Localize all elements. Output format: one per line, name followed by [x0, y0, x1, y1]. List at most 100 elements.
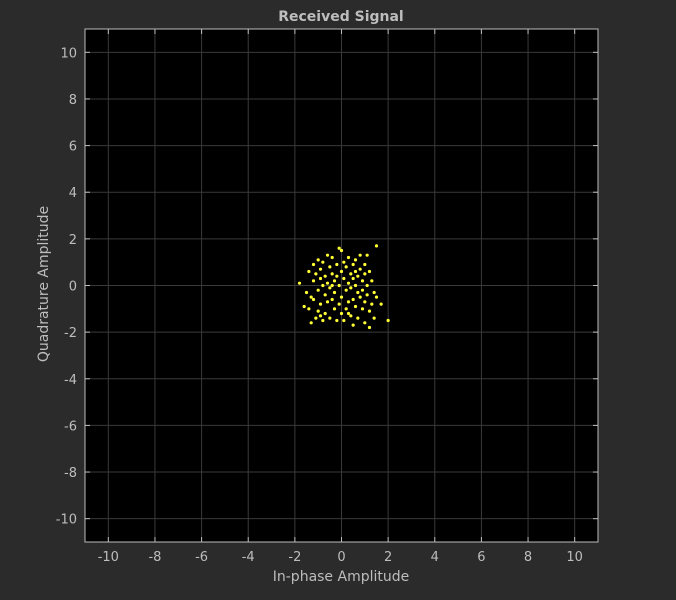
data-point	[332, 307, 337, 311]
data-point	[353, 258, 358, 262]
data-point	[323, 311, 327, 316]
data-point	[353, 269, 358, 274]
data-point	[360, 288, 365, 292]
data-point	[353, 304, 358, 309]
y-tick-label: -8	[64, 466, 77, 481]
data-point	[309, 295, 313, 299]
data-point	[360, 307, 365, 311]
data-point	[335, 318, 339, 323]
data-point	[332, 279, 337, 283]
data-point	[318, 276, 323, 281]
x-tick-label: -6	[195, 550, 208, 565]
x-tick-label: -10	[98, 550, 119, 565]
data-point	[328, 316, 332, 320]
data-point	[318, 302, 323, 306]
data-point	[356, 274, 360, 278]
data-point	[365, 283, 369, 288]
data-point	[346, 311, 351, 316]
data-point	[339, 295, 344, 299]
data-point	[346, 300, 351, 304]
data-point	[337, 302, 341, 306]
y-tick-label: -2	[64, 326, 77, 341]
data-point	[351, 297, 355, 302]
x-axis-label: In-phase Amplitude	[273, 569, 410, 585]
data-point	[363, 300, 367, 304]
data-point	[307, 307, 311, 311]
data-point	[353, 283, 358, 288]
data-point	[344, 288, 348, 292]
y-tick-label: 8	[69, 93, 77, 108]
data-point	[344, 265, 348, 269]
grid	[85, 29, 598, 542]
data-point	[372, 316, 376, 320]
data-point	[328, 286, 332, 290]
data-point	[365, 253, 369, 257]
x-tick-label: -8	[148, 550, 161, 565]
x-tick-label: 8	[524, 550, 532, 565]
data-point	[349, 314, 353, 318]
data-point	[316, 258, 320, 262]
data-point	[335, 262, 339, 267]
x-tick-label: 0	[337, 550, 345, 565]
data-point	[358, 267, 362, 271]
data-point	[304, 290, 309, 295]
data-point	[374, 295, 379, 299]
x-tick-label: -2	[288, 550, 301, 565]
y-tick-label: 10	[60, 46, 77, 61]
data-point	[339, 269, 344, 274]
data-point	[339, 248, 344, 253]
x-tick-label: -4	[242, 550, 255, 565]
y-tick-label: 4	[69, 186, 77, 201]
data-point	[325, 281, 330, 285]
data-point	[337, 283, 341, 288]
data-point	[337, 246, 341, 250]
y-axis-label: Quadrature Amplitude	[36, 206, 52, 362]
data-point	[344, 307, 348, 311]
data-point	[342, 318, 346, 323]
data-point	[318, 267, 323, 271]
data-points	[297, 244, 390, 330]
data-point	[307, 269, 311, 274]
data-point	[386, 318, 390, 323]
data-point	[330, 283, 334, 288]
data-point	[349, 286, 353, 290]
data-point	[328, 265, 332, 269]
data-point	[325, 253, 330, 257]
data-point	[311, 279, 316, 283]
data-point	[323, 274, 327, 278]
data-point	[314, 272, 318, 276]
data-point	[372, 290, 376, 295]
data-point	[367, 309, 372, 313]
data-point	[330, 272, 334, 276]
data-point	[374, 244, 379, 248]
data-point	[370, 279, 374, 283]
data-point	[335, 274, 339, 278]
data-point	[358, 295, 362, 299]
data-point	[318, 314, 323, 318]
data-point	[325, 300, 330, 304]
data-point	[302, 304, 306, 309]
data-point	[351, 276, 355, 281]
data-point	[323, 293, 327, 297]
data-point	[360, 279, 365, 283]
data-point	[316, 309, 320, 313]
data-point	[342, 260, 346, 264]
x-tick-label: 6	[477, 550, 485, 565]
data-point	[370, 302, 374, 306]
data-point	[351, 262, 355, 267]
data-point	[342, 276, 346, 281]
data-point	[363, 321, 367, 325]
data-point	[365, 293, 369, 297]
x-tick-label: 2	[384, 550, 392, 565]
data-point	[346, 255, 351, 260]
data-point	[297, 281, 302, 285]
data-point	[332, 290, 337, 295]
y-tick-label: -6	[64, 419, 77, 434]
data-point	[316, 288, 320, 292]
y-tick-label: 6	[69, 140, 77, 155]
data-point	[339, 311, 344, 316]
y-tick-label: -4	[64, 373, 77, 388]
data-point	[349, 272, 353, 276]
y-tick-label: 2	[69, 233, 77, 248]
